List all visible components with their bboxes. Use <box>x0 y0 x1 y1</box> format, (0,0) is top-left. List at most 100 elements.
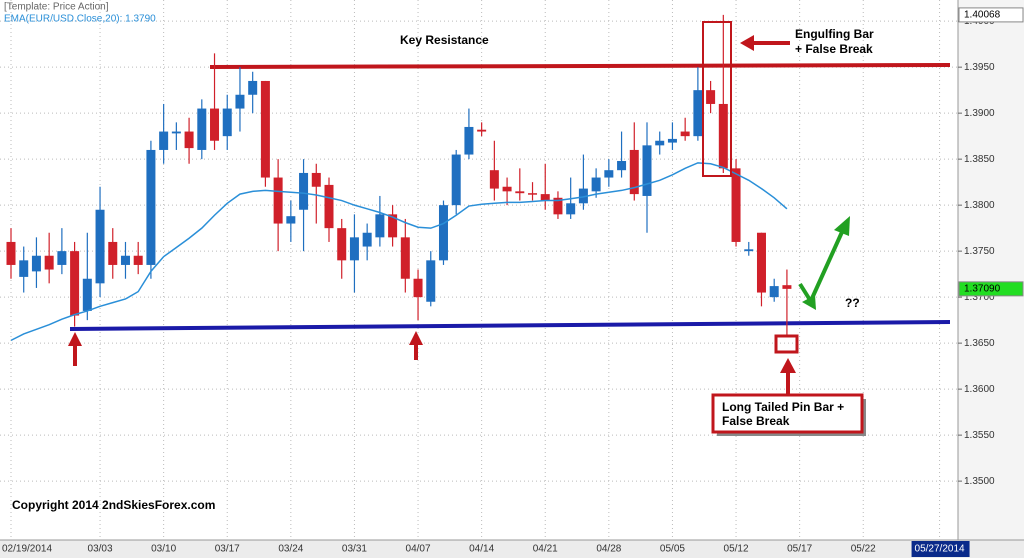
y-tick-label: 1.3900 <box>964 108 995 119</box>
candle-body <box>400 237 410 279</box>
candle-body <box>553 197 563 215</box>
candle-body <box>171 131 181 134</box>
price-label-box <box>958 281 1024 297</box>
annotation-shapes <box>68 21 866 436</box>
date-axis-strip <box>0 540 1024 558</box>
y-tick-label: 1.3950 <box>964 62 995 73</box>
annotation: ?? <box>845 296 860 310</box>
annotation: Long Tailed Pin Bar + <box>722 400 844 414</box>
x-tick-label: 04/14 <box>469 544 494 555</box>
candle-body <box>82 278 92 311</box>
support-line <box>69 320 951 331</box>
candle-body <box>286 216 296 224</box>
annotation: False Break <box>722 414 790 428</box>
candle-body <box>642 145 652 196</box>
candle-body <box>146 149 156 265</box>
arrow-head <box>740 35 754 51</box>
candle-body <box>57 251 67 265</box>
candle-body <box>388 214 398 238</box>
x-tick-label: 05/22 <box>851 544 876 555</box>
annotation: Key Resistance <box>400 33 489 47</box>
x-tick-label: 03/31 <box>342 544 367 555</box>
candle-body <box>489 170 499 189</box>
y-tick-label: 1.3500 <box>964 476 995 487</box>
candle-body <box>693 90 703 137</box>
candle-body <box>438 205 448 261</box>
annotation: Engulfing Bar <box>795 27 874 41</box>
candle-body <box>120 255 130 265</box>
candle-body <box>6 241 16 265</box>
candle-body <box>591 177 601 192</box>
candle-body <box>680 131 690 137</box>
price-label: 1.40068 <box>964 10 1001 21</box>
candle-body <box>718 103 728 169</box>
candle-body <box>655 140 665 146</box>
candle-body <box>604 170 614 178</box>
price-axis-strip <box>958 0 1024 558</box>
price-label: 1.37090 <box>964 283 1001 294</box>
x-tick-label: 02/19/2014 <box>2 544 52 555</box>
candle-body <box>248 80 258 95</box>
candle-body <box>629 149 639 195</box>
candle-body <box>451 154 461 206</box>
highlight-box <box>774 334 799 354</box>
candle-body <box>108 241 118 265</box>
x-tick-label: 04/21 <box>533 544 558 555</box>
candle-body <box>528 193 538 195</box>
y-tick-label: 1.3650 <box>964 338 995 349</box>
candle-body <box>413 278 423 298</box>
y-tick-label: 1.3600 <box>964 384 995 395</box>
y-tick-label: 1.3700 <box>964 292 995 303</box>
arrow-head <box>834 216 850 236</box>
candle-body <box>311 172 321 187</box>
arrow-head <box>68 332 82 346</box>
price-label-box <box>958 7 1024 23</box>
candle-body <box>210 108 220 141</box>
candle-body <box>375 214 385 238</box>
candle-body <box>617 160 627 171</box>
x-tick-label: 05/12 <box>724 544 749 555</box>
candle-body <box>744 249 754 252</box>
candle-body <box>578 188 588 204</box>
candle-body <box>159 131 169 150</box>
x-tick-label: 04/07 <box>406 544 431 555</box>
annotation: + False Break <box>795 42 873 56</box>
candle-body <box>19 260 29 277</box>
candle-body <box>706 90 716 104</box>
y-tick-label: 1.3550 <box>964 430 995 441</box>
candle-body <box>426 260 436 302</box>
candle-body <box>731 168 741 242</box>
candle-body <box>362 232 372 247</box>
x-tick-label: 03/03 <box>88 544 113 555</box>
date-highlight <box>911 541 970 557</box>
annotation-box <box>711 393 864 434</box>
candle-body <box>222 108 232 137</box>
copyright: Copyright 2014 2ndSkiesForex.com <box>12 498 215 512</box>
candle-body <box>337 228 347 261</box>
candle-body <box>260 80 270 178</box>
y-tick-label: 1.3800 <box>964 200 995 211</box>
candle-body <box>197 108 207 150</box>
candle-body <box>31 255 41 272</box>
arrow-head <box>409 331 423 345</box>
candle-body <box>70 251 80 316</box>
candle-body <box>299 172 309 210</box>
candle-body <box>667 138 677 143</box>
x-tick-label: 04/28 <box>596 544 621 555</box>
candle-body <box>349 237 359 261</box>
resistance-line <box>209 63 951 69</box>
candle-body <box>324 184 334 229</box>
candle-body <box>515 191 525 194</box>
candle-body <box>235 94 245 109</box>
x-tick-label: 05/17 <box>787 544 812 555</box>
candle-body <box>756 232 766 293</box>
indicator-label: EMA(EUR/USD.Close,20): 1.3790 <box>4 14 156 25</box>
candle-body <box>273 177 283 224</box>
candle-body <box>782 285 792 289</box>
arrow <box>807 231 844 306</box>
x-tick-label: 05/05 <box>660 544 685 555</box>
candle-body <box>133 255 143 265</box>
template-label: [Template: Price Action] <box>4 2 109 13</box>
